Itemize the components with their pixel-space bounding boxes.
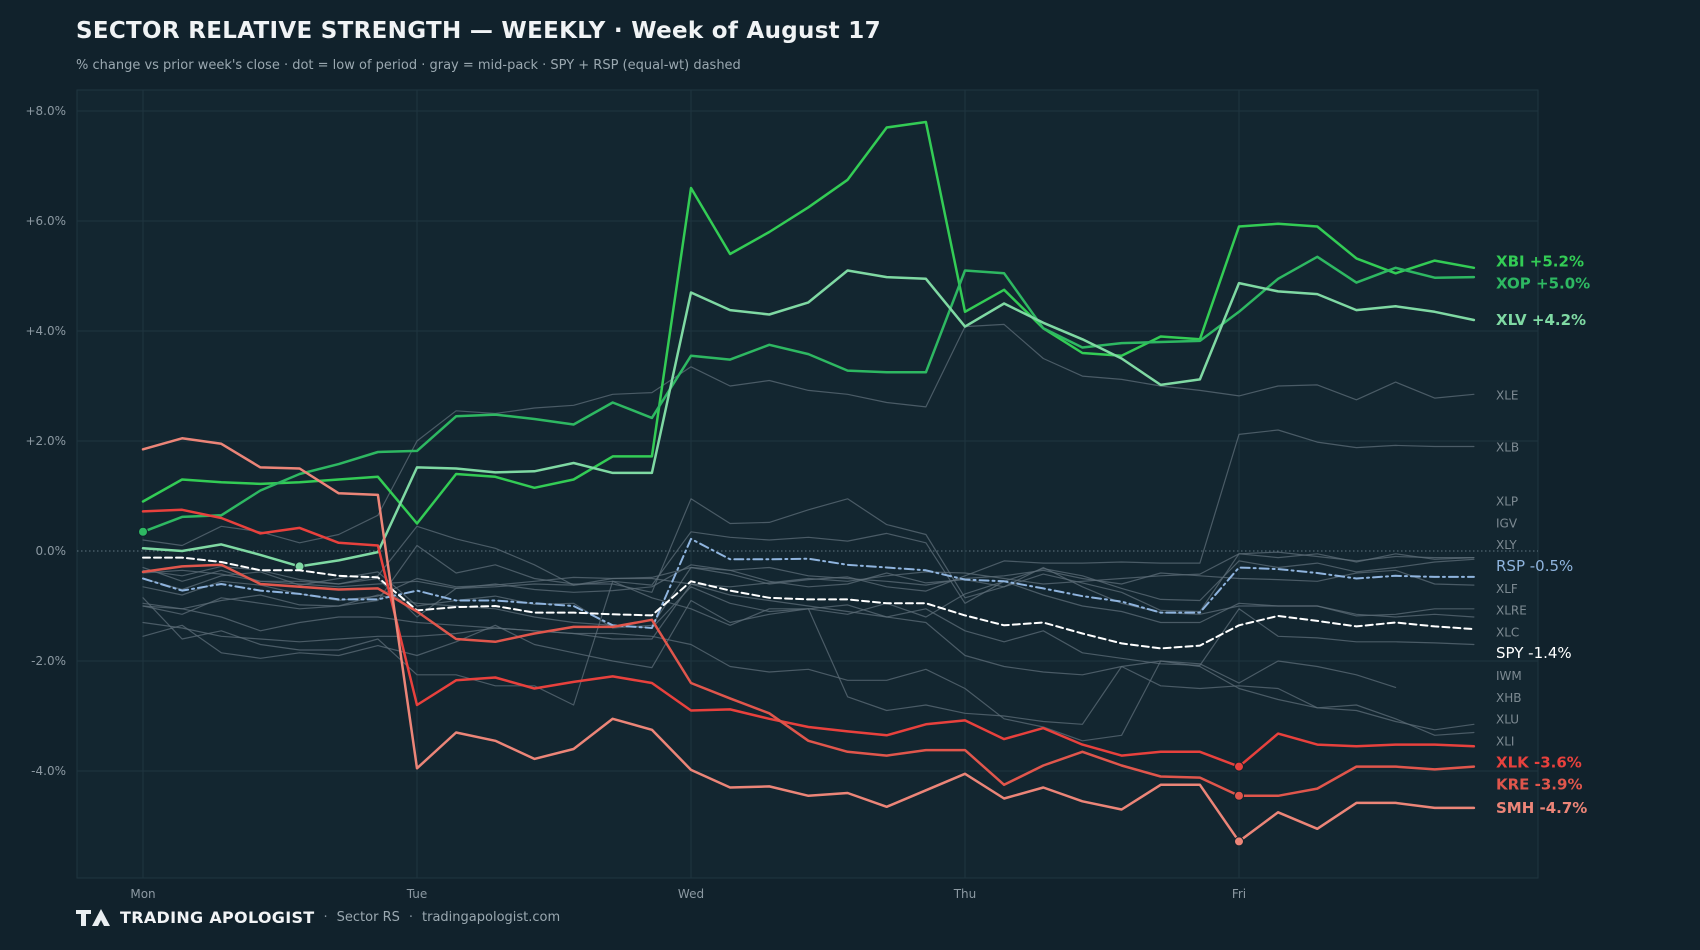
y-tick-label: -4.0%	[31, 764, 66, 778]
y-tick-label: +8.0%	[25, 104, 66, 118]
footer-separator: ·	[408, 909, 414, 925]
series-line-xlp	[142, 498, 1475, 613]
series-label-xlc: XLC	[1496, 625, 1519, 639]
series-label-igv: IGV	[1496, 516, 1518, 530]
series-label-xlf: XLF	[1496, 582, 1518, 596]
series-line-xlk	[141, 508, 1476, 768]
series-line-xly	[142, 525, 1475, 604]
x-tick-label: Thu	[953, 887, 977, 901]
series-line-xlb	[142, 429, 1475, 629]
y-tick-label: 0.0%	[36, 544, 67, 558]
series-label-xhb: XHB	[1496, 691, 1521, 705]
footer: TRADING APOLOGIST · Sector RS · tradinga…	[76, 906, 560, 928]
low-dot-kre	[1234, 790, 1244, 801]
series-label-rsp: RSP -0.5%	[1496, 557, 1573, 575]
x-tick-label: Wed	[678, 887, 704, 901]
footer-separator: ·	[323, 909, 328, 925]
series-label-xlv: XLV +4.2%	[1496, 311, 1586, 329]
series-line-spy	[142, 556, 1475, 650]
series-label-smh: SMH -4.7%	[1496, 799, 1587, 817]
low-dot-smh	[1234, 836, 1244, 847]
series-label-xly: XLY	[1496, 538, 1517, 552]
series-label-kre: KRE -3.9%	[1496, 776, 1582, 794]
trading-apologist-logo-icon	[76, 909, 110, 926]
series-label-xle: XLE	[1496, 388, 1519, 402]
series-label-xop: XOP +5.0%	[1496, 274, 1590, 292]
y-tick-label: +2.0%	[25, 434, 66, 448]
series-label-spy: SPY -1.4%	[1496, 644, 1572, 662]
x-tick-label: Mon	[130, 887, 155, 901]
series-label-xbi: XBI +5.2%	[1496, 252, 1584, 270]
chart-title: SECTOR RELATIVE STRENGTH — WEEKLY · Week…	[76, 18, 881, 44]
low-dot-xop	[138, 526, 148, 537]
series-label-xlu: XLU	[1496, 713, 1519, 727]
series-line-xlv	[141, 269, 1476, 568]
y-tick-label: -2.0%	[31, 654, 66, 668]
series-line-xlf	[142, 564, 1475, 593]
x-tick-label: Tue	[406, 887, 428, 901]
chart-subtitle: % change vs prior week's close · dot = l…	[76, 58, 741, 73]
series-label-xlre: XLRE	[1496, 604, 1527, 618]
series-line-xbi	[141, 120, 1476, 525]
series-line-xlu	[142, 583, 1475, 731]
series-label-xlb: XLB	[1496, 441, 1519, 455]
series-label-xlp: XLP	[1496, 494, 1518, 508]
series-line-xlre	[142, 566, 1475, 617]
footer-site[interactable]: tradingapologist.com	[422, 909, 561, 925]
y-tick-label: +4.0%	[25, 324, 66, 338]
series-line-xle	[142, 323, 1475, 547]
footer-product: Sector RS	[336, 909, 400, 925]
series-line-smh	[141, 437, 1476, 843]
low-dot-xlk	[1234, 761, 1244, 772]
series-label-xli: XLI	[1496, 735, 1514, 749]
series-line-xhb	[142, 621, 1397, 742]
series-line-igv	[142, 551, 1475, 618]
series-line-kre	[141, 563, 1476, 798]
x-tick-label: Fri	[1232, 887, 1246, 901]
series-label-iwm: IWM	[1496, 669, 1522, 683]
brand-name: TRADING APOLOGIST	[120, 907, 315, 927]
series-line-xop	[141, 255, 1476, 534]
series-line-xli	[142, 580, 1475, 736]
series-label-xlk: XLK -3.6%	[1496, 754, 1582, 772]
y-tick-label: +6.0%	[25, 214, 66, 228]
